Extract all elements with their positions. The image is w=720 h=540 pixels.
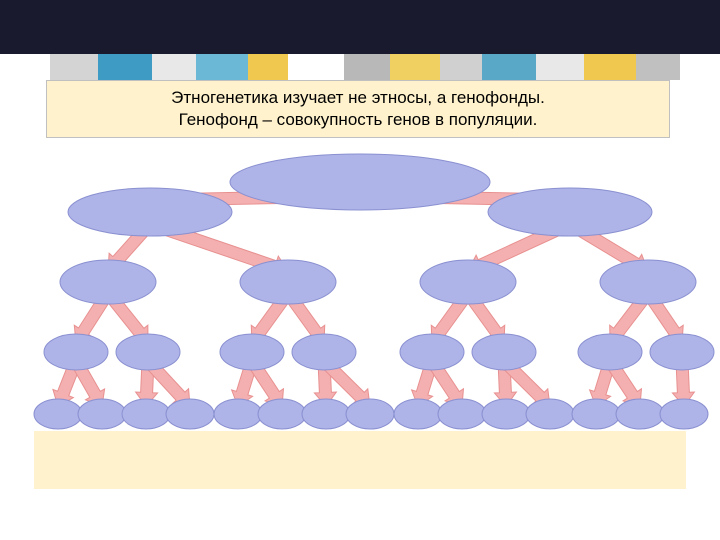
- tree-node: [240, 260, 336, 304]
- tree-node: [488, 188, 652, 236]
- tree-node: [526, 399, 574, 429]
- tree-node: [572, 399, 620, 429]
- color-square: [98, 54, 152, 80]
- color-square: [482, 54, 536, 80]
- color-square: [584, 54, 636, 80]
- tree-node: [650, 334, 714, 370]
- title-line-2: Генофонд – совокупность генов в популяци…: [179, 109, 538, 131]
- tree-node: [420, 260, 516, 304]
- color-square: [0, 54, 50, 80]
- tree-node: [292, 334, 356, 370]
- tree-node: [44, 334, 108, 370]
- color-square: [50, 54, 98, 80]
- color-square: [152, 54, 196, 80]
- tree-node: [258, 399, 306, 429]
- tree-node: [220, 334, 284, 370]
- tree-node: [600, 260, 696, 304]
- color-square: [390, 54, 440, 80]
- bottom-band: [34, 431, 686, 489]
- tree-node: [214, 399, 262, 429]
- tree-diagram: [0, 152, 720, 462]
- tree-node: [302, 399, 350, 429]
- tree-node: [60, 260, 156, 304]
- color-square: [344, 54, 390, 80]
- color-square: [248, 54, 288, 80]
- title-band: Этногенетика изучает не этносы, а генофо…: [46, 80, 670, 138]
- tree-node: [230, 154, 490, 210]
- tree-node: [472, 334, 536, 370]
- tree-node: [394, 399, 442, 429]
- tree-node: [660, 399, 708, 429]
- tree-node: [400, 334, 464, 370]
- color-square: [536, 54, 584, 80]
- color-square: [636, 54, 680, 80]
- tree-node: [68, 188, 232, 236]
- tree-node: [34, 399, 82, 429]
- tree-node: [346, 399, 394, 429]
- tree-node: [482, 399, 530, 429]
- title-line-1: Этногенетика изучает не этносы, а генофо…: [171, 87, 545, 109]
- tree-node: [122, 399, 170, 429]
- tree-node: [616, 399, 664, 429]
- tree-node: [578, 334, 642, 370]
- top-color-strip: [0, 54, 720, 80]
- color-square: [288, 54, 344, 80]
- tree-node: [116, 334, 180, 370]
- color-square: [440, 54, 482, 80]
- color-square: [196, 54, 248, 80]
- tree-node: [438, 399, 486, 429]
- top-dark-bar: [0, 0, 720, 54]
- color-square: [680, 54, 720, 80]
- tree-node: [78, 399, 126, 429]
- tree-node: [166, 399, 214, 429]
